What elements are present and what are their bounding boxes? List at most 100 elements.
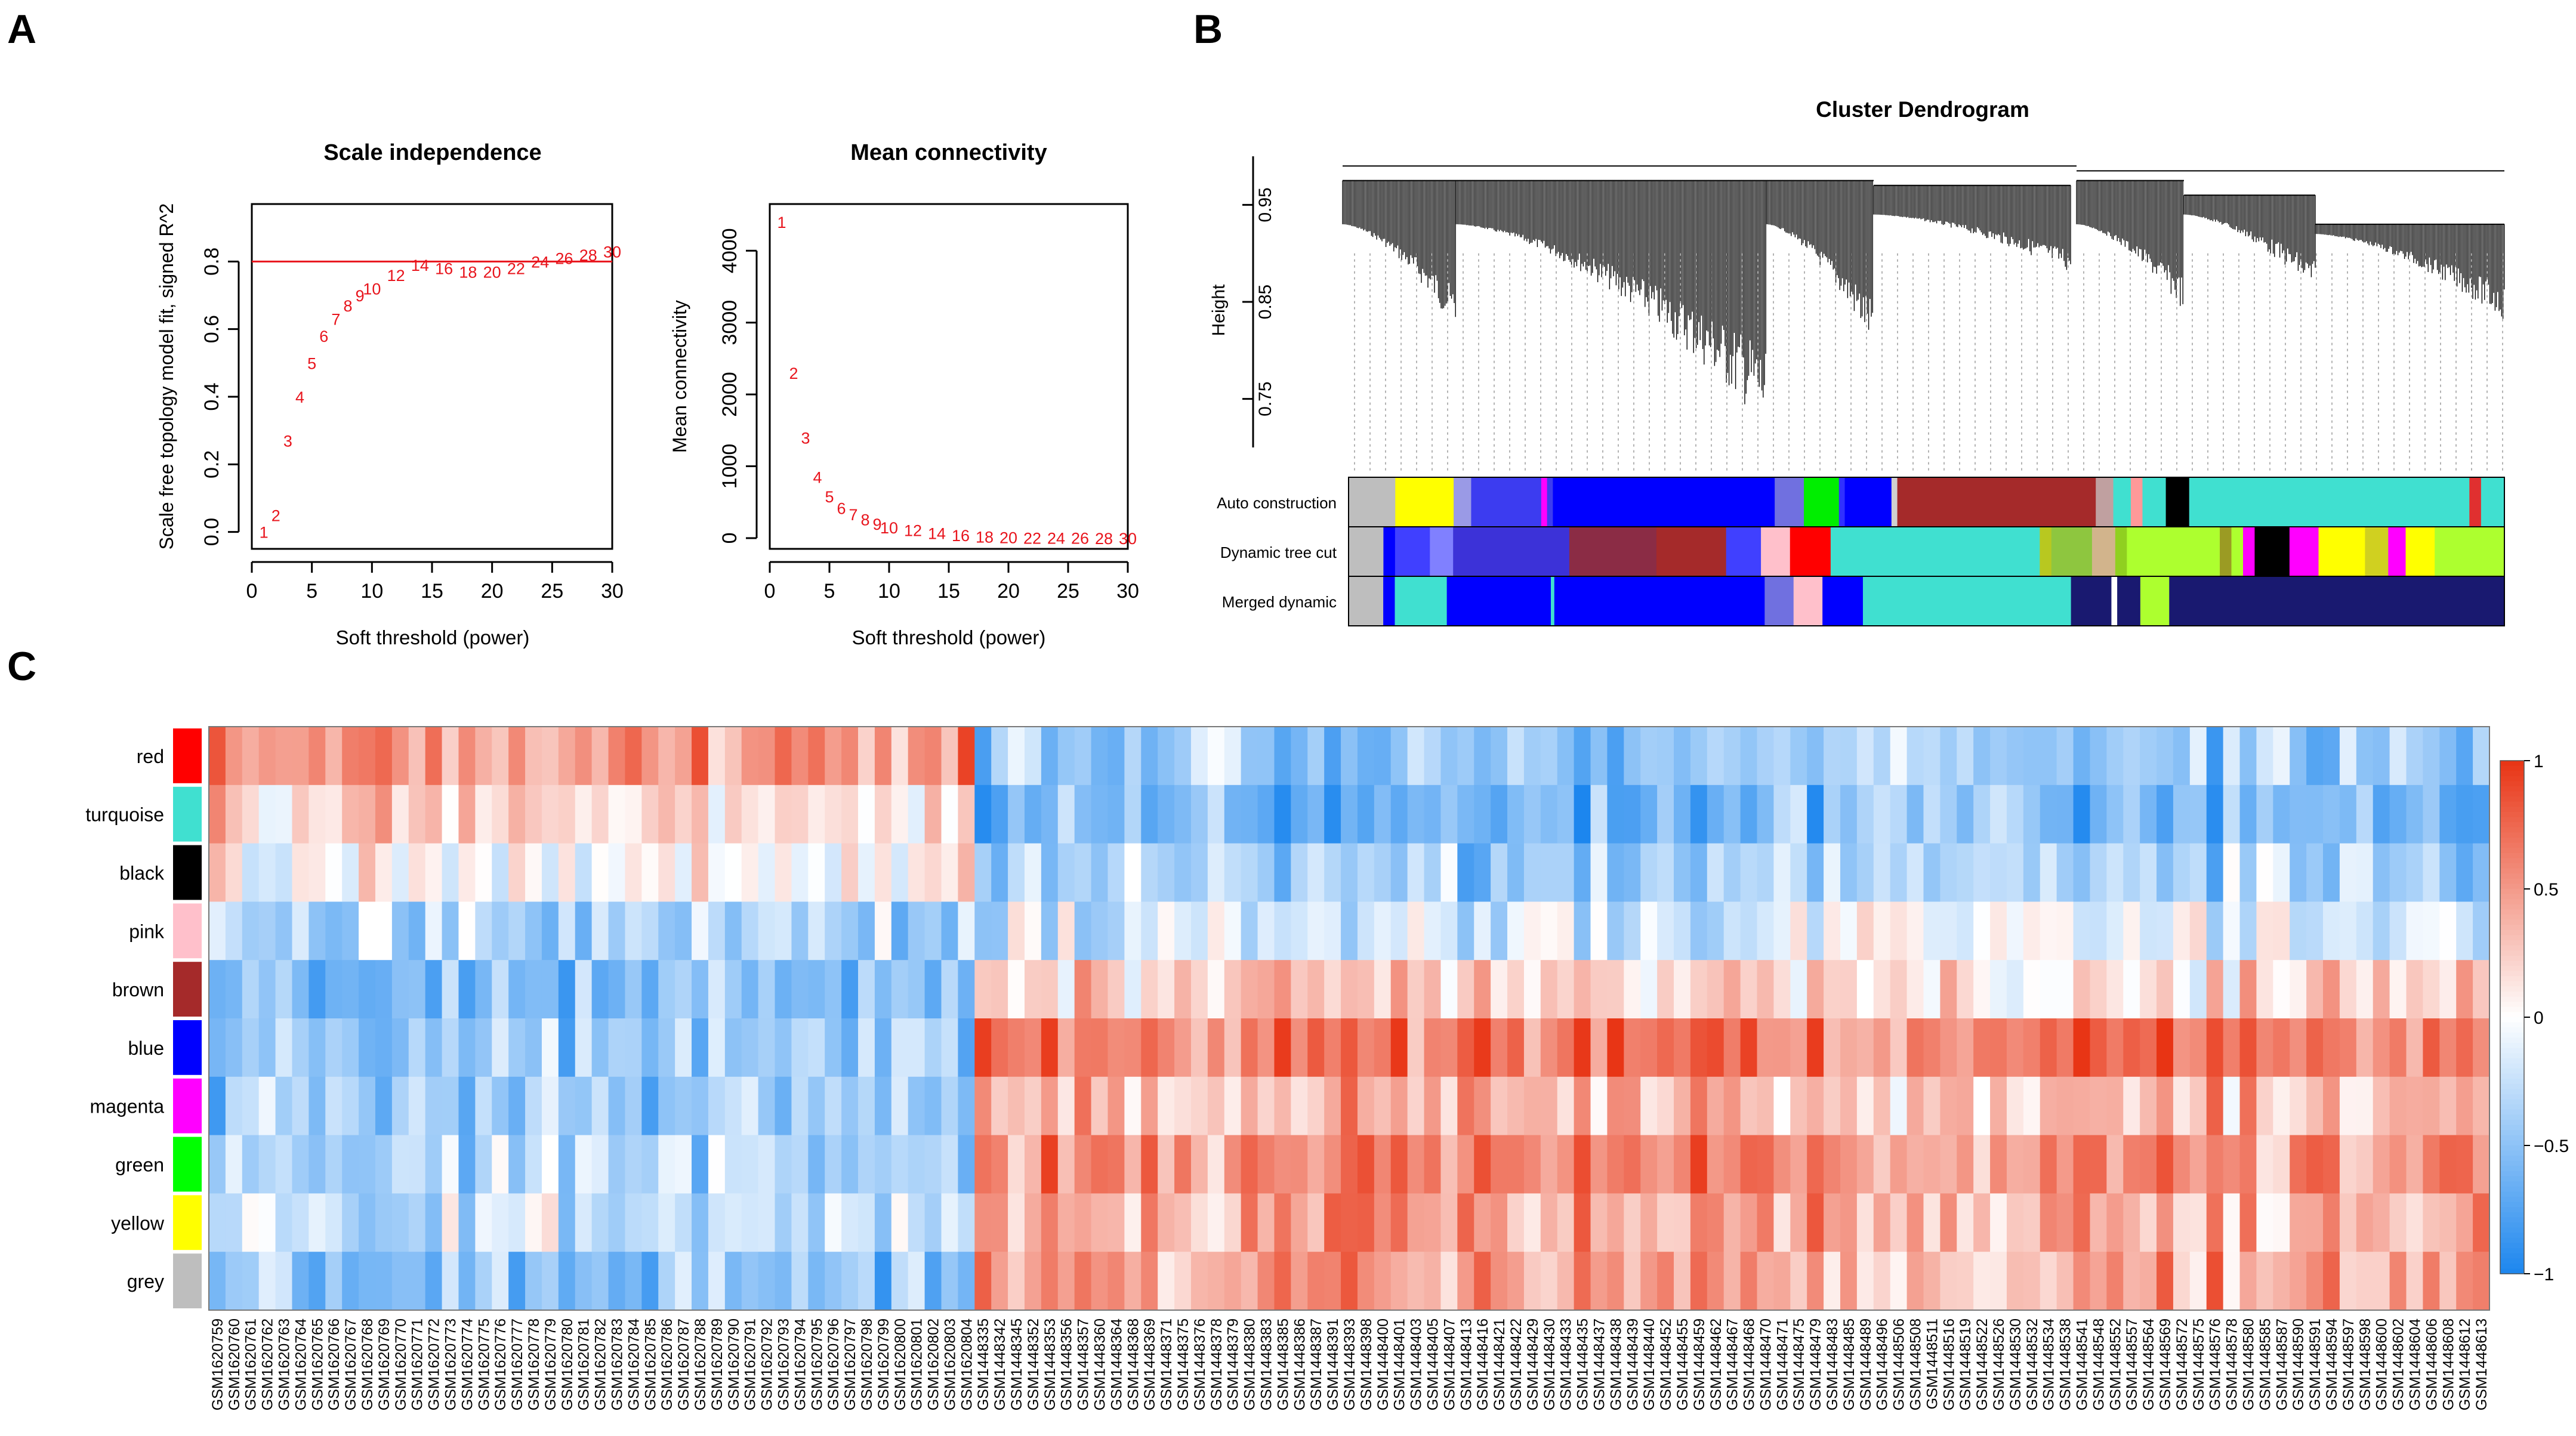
heatmap-cell bbox=[2373, 960, 2390, 1019]
heatmap-cell bbox=[2473, 1252, 2490, 1311]
heatmap-cell bbox=[1890, 727, 1908, 786]
heatmap-cell bbox=[2189, 1135, 2207, 1194]
heatmap-cell bbox=[1190, 1193, 1208, 1252]
heatmap-cell bbox=[541, 1193, 559, 1252]
module-color-segment bbox=[1764, 576, 1794, 626]
heatmap-cell bbox=[2173, 901, 2191, 961]
heatmap-cell bbox=[775, 960, 792, 1019]
heatmap-cell bbox=[741, 1135, 759, 1194]
heatmap-cell bbox=[1024, 1135, 1042, 1194]
heatmap-cell bbox=[2389, 843, 2407, 902]
heatmap-cell bbox=[775, 727, 792, 786]
heatmap-cell bbox=[541, 785, 559, 844]
heatmap-cell bbox=[1158, 1076, 1175, 1136]
heatmap-cell bbox=[1440, 1076, 1458, 1136]
heatmap-cell bbox=[924, 1252, 942, 1311]
heatmap-cell bbox=[2306, 1135, 2324, 1194]
heatmap-cell bbox=[359, 1135, 376, 1194]
heatmap-cell bbox=[1890, 785, 1908, 844]
heatmap-cell bbox=[308, 785, 326, 844]
colorbar-step bbox=[2500, 1022, 2524, 1028]
heatmap-cell bbox=[1824, 1018, 1841, 1077]
heatmap-cell bbox=[1557, 1076, 1575, 1136]
heatmap-cell bbox=[1574, 1252, 1591, 1311]
heatmap-cell bbox=[1940, 960, 1957, 1019]
heatmap-cell bbox=[2356, 1076, 2374, 1136]
heatmap-cell bbox=[1491, 1193, 1508, 1252]
sample-label: GSM1620782 bbox=[593, 1318, 609, 1410]
module-color-segment bbox=[2481, 477, 2505, 527]
heatmap-cell bbox=[2157, 727, 2174, 786]
heatmap-cell bbox=[1773, 785, 1791, 844]
heatmap-cell bbox=[1523, 785, 1541, 844]
heatmap-cell bbox=[1940, 1252, 1957, 1311]
heatmap-cell bbox=[508, 1018, 526, 1077]
heatmap-cell bbox=[308, 843, 326, 902]
heatmap-cell bbox=[2273, 901, 2290, 961]
sample-label: GSM1448387 bbox=[1308, 1318, 1325, 1410]
colorbar-step bbox=[2500, 894, 2524, 900]
mean-connectivity-title: Mean connectivity bbox=[850, 140, 1047, 165]
heatmap-cell bbox=[2256, 901, 2273, 961]
power-point-label: 18 bbox=[976, 529, 994, 546]
heatmap-cell bbox=[2056, 1018, 2074, 1077]
heatmap-cell bbox=[741, 727, 759, 786]
heatmap-cell bbox=[1757, 1135, 1774, 1194]
sample-label: GSM1620798 bbox=[859, 1318, 875, 1410]
colorbar-step bbox=[2500, 1243, 2524, 1249]
sample-label: GSM1620793 bbox=[775, 1318, 792, 1410]
heatmap-cell bbox=[391, 901, 409, 961]
sample-label: GSM1620767 bbox=[343, 1318, 359, 1410]
colorbar-step bbox=[2500, 1237, 2524, 1244]
heatmap-cell bbox=[1257, 960, 1275, 1019]
heatmap-cell bbox=[2173, 843, 2191, 902]
heatmap-cell bbox=[1241, 1135, 1258, 1194]
heatmap-cell bbox=[359, 727, 376, 786]
heatmap-cell bbox=[1507, 1018, 1525, 1077]
heatmap-cell bbox=[775, 1018, 792, 1077]
heatmap-cell bbox=[2056, 960, 2074, 1019]
heatmap-cell bbox=[1557, 785, 1575, 844]
heatmap-cell bbox=[1540, 727, 1558, 786]
heatmap-cell bbox=[1873, 1193, 1891, 1252]
heatmap-cell bbox=[2323, 1018, 2340, 1077]
heatmap-cell bbox=[1906, 960, 1924, 1019]
heatmap-cell bbox=[1940, 785, 1957, 844]
heatmap-cell bbox=[1241, 1193, 1258, 1252]
heatmap-cell bbox=[958, 960, 975, 1019]
heatmap-cell bbox=[724, 1193, 742, 1252]
heatmap-cell bbox=[791, 1135, 809, 1194]
heatmap-cell bbox=[608, 843, 626, 902]
sample-label: GSM1620763 bbox=[276, 1318, 293, 1410]
heatmap-cell bbox=[2173, 960, 2191, 1019]
heatmap-cell bbox=[292, 843, 309, 902]
heatmap-cell bbox=[408, 1135, 426, 1194]
heatmap-cell bbox=[1174, 960, 1192, 1019]
heatmap-cell bbox=[525, 1193, 542, 1252]
module-color-segment bbox=[2117, 576, 2141, 626]
heatmap-cell bbox=[1590, 1076, 1608, 1136]
heatmap-cell bbox=[1640, 1193, 1658, 1252]
heatmap-cell bbox=[1124, 960, 1142, 1019]
heatmap-cell bbox=[658, 1193, 675, 1252]
heatmap-cell bbox=[874, 727, 892, 786]
module-color-segment bbox=[2142, 477, 2167, 527]
heatmap-cell bbox=[2373, 1252, 2390, 1311]
heatmap-cell bbox=[1873, 901, 1891, 961]
power-point-label: 12 bbox=[904, 522, 922, 540]
sample-label: GSM1448335 bbox=[975, 1318, 992, 1410]
heatmap-cell bbox=[1291, 1076, 1308, 1136]
heatmap-cell bbox=[1973, 785, 1991, 844]
heatmap-cell bbox=[1158, 1252, 1175, 1311]
heatmap-cell bbox=[1174, 1252, 1192, 1311]
heatmap-cell bbox=[1707, 785, 1724, 844]
heatmap-cell bbox=[442, 960, 459, 1019]
heatmap-cell bbox=[1923, 960, 1941, 1019]
heatmap-cell bbox=[242, 727, 260, 786]
heatmap-cell bbox=[1190, 1252, 1208, 1311]
heatmap-cell bbox=[2356, 843, 2374, 902]
heatmap-cell bbox=[558, 843, 576, 902]
colorbar-step bbox=[2500, 1125, 2524, 1131]
heatmap-cell bbox=[1307, 901, 1325, 961]
heatmap-cell bbox=[1757, 1193, 1774, 1252]
